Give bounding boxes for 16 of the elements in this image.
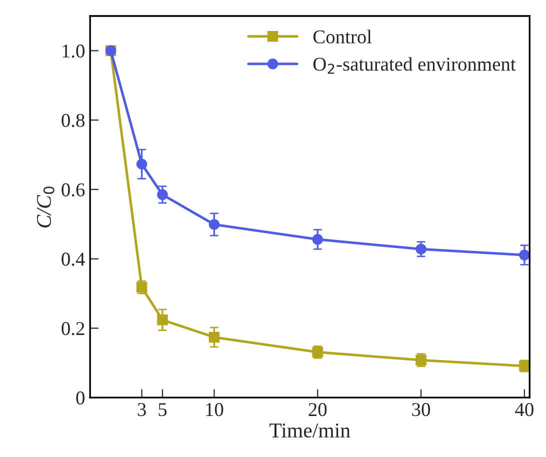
x-axis-title: Time/min (270, 424, 350, 438)
y-tick-label: 0.6 (62, 183, 85, 196)
x-tick-label: 5 (158, 403, 167, 416)
legend-label: Control (313, 30, 372, 44)
y-tick-label: 0.4 (62, 252, 85, 266)
x-tick-label: 20 (308, 403, 327, 416)
y-tick-label: 0 (76, 391, 84, 405)
x-tick-label: 40 (515, 403, 534, 416)
y-axis-title: C/C$_{0}$ (36, 186, 54, 228)
x-tick-label: 10 (206, 403, 224, 416)
x-tick-label: 30 (412, 403, 430, 416)
x-tick-label: 3 (138, 403, 146, 416)
y-tick-label: 0.8 (62, 114, 84, 128)
y-tick-label: 1.0 (62, 44, 84, 58)
y-tick-label: 0.2 (62, 322, 84, 336)
legend-label: O$_{2}$-saturated environment (313, 57, 516, 74)
